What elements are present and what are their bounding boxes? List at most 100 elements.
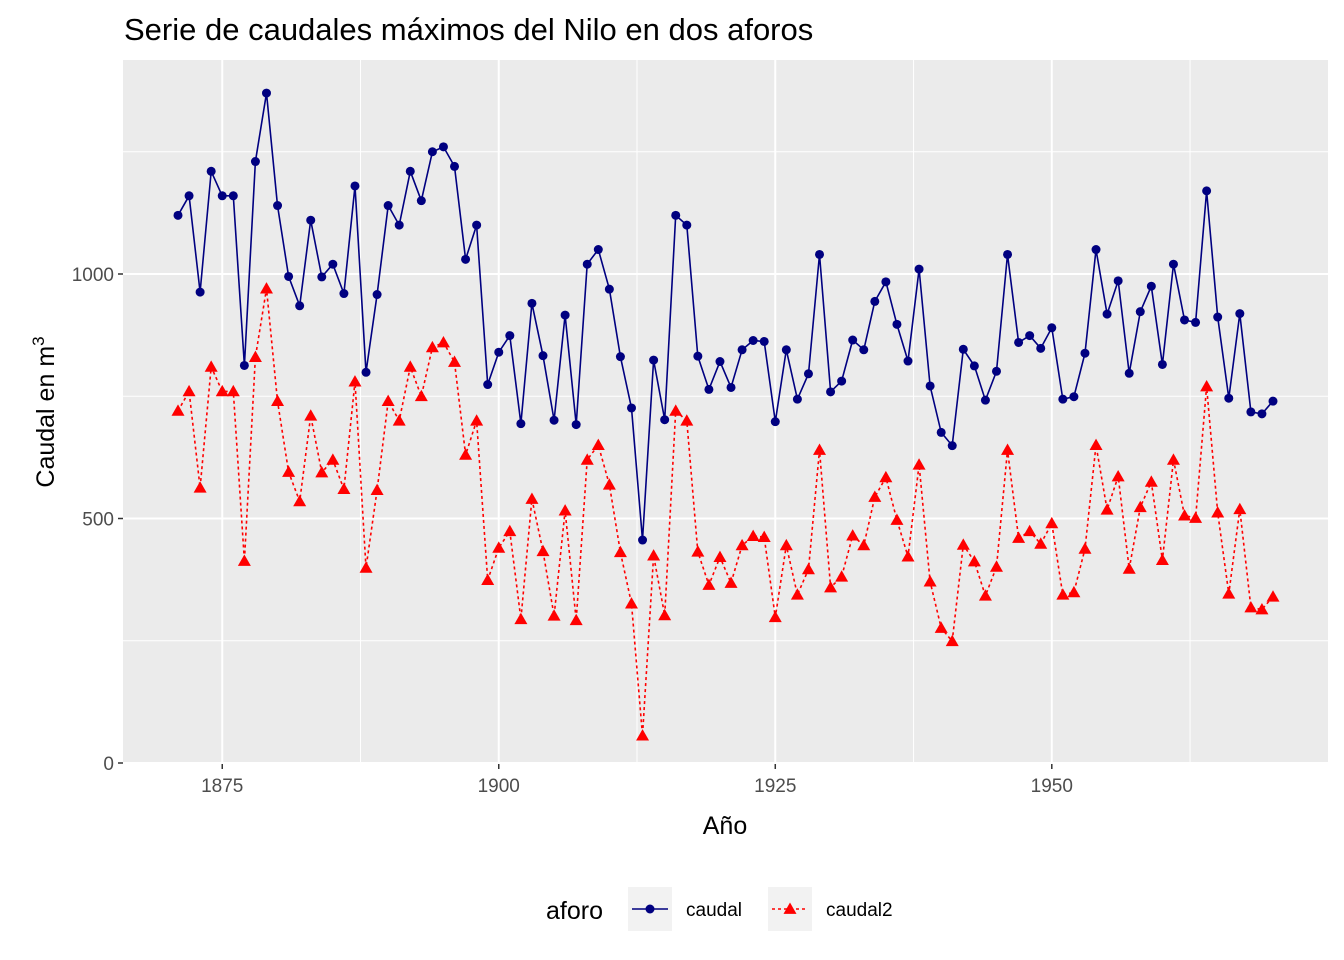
data-point-caudal2 bbox=[801, 562, 815, 575]
chart-title: Serie de caudales máximos del Nilo en do… bbox=[124, 12, 813, 47]
data-point-caudal2 bbox=[901, 550, 915, 562]
data-point-caudal2 bbox=[956, 538, 970, 550]
data-point-caudal2 bbox=[1244, 600, 1258, 613]
data-point-caudal2 bbox=[580, 453, 594, 465]
data-point-caudal2 bbox=[359, 561, 373, 573]
data-point-caudal bbox=[405, 166, 415, 176]
data-point-caudal2 bbox=[525, 492, 539, 504]
data-point-caudal2 bbox=[779, 538, 793, 551]
data-point-caudal bbox=[228, 191, 238, 201]
data-point-caudal2 bbox=[193, 481, 207, 493]
data-point-caudal bbox=[549, 415, 559, 425]
data-point-caudal bbox=[217, 191, 227, 201]
data-point-caudal2 bbox=[934, 621, 948, 633]
data-point-caudal bbox=[184, 191, 194, 201]
data-point-caudal2 bbox=[967, 555, 981, 567]
data-point-caudal bbox=[870, 296, 880, 306]
data-point-caudal bbox=[527, 298, 537, 308]
data-point-caudal bbox=[1080, 348, 1090, 358]
data-point-caudal2 bbox=[425, 340, 439, 353]
data-point-caudal bbox=[416, 196, 426, 206]
data-point-caudal2 bbox=[613, 545, 627, 558]
data-point-caudal2 bbox=[1255, 602, 1269, 615]
x-tick-label: 1875 bbox=[201, 776, 243, 797]
data-point-caudal bbox=[1124, 368, 1134, 378]
data-point-caudal bbox=[1036, 343, 1046, 353]
data-point-caudal bbox=[1257, 409, 1267, 419]
data-point-caudal2 bbox=[182, 384, 196, 397]
data-point-caudal bbox=[1025, 331, 1035, 341]
y-axis-title-main: Caudal en m bbox=[32, 346, 60, 488]
data-point-caudal2 bbox=[293, 494, 307, 507]
data-point-caudal bbox=[261, 88, 271, 98]
data-point-caudal bbox=[759, 336, 769, 346]
data-point-caudal bbox=[704, 384, 714, 394]
data-point-caudal2 bbox=[392, 414, 406, 426]
y-axis-title: Caudal en m3 bbox=[29, 336, 60, 487]
data-point-caudal2 bbox=[846, 529, 860, 541]
data-point-caudal2 bbox=[237, 554, 251, 566]
x-tick-label: 1950 bbox=[1031, 776, 1073, 797]
data-point-caudal bbox=[1157, 359, 1167, 369]
data-point-caudal bbox=[604, 284, 614, 294]
data-point-caudal2 bbox=[1144, 475, 1158, 487]
data-point-caudal bbox=[969, 361, 979, 371]
data-point-caudal2 bbox=[636, 729, 650, 741]
data-point-caudal bbox=[792, 394, 802, 404]
data-point-caudal bbox=[361, 367, 371, 377]
data-point-caudal bbox=[1135, 307, 1145, 317]
data-point-caudal2 bbox=[514, 612, 528, 625]
data-point-caudal2 bbox=[1034, 537, 1048, 549]
data-point-caudal bbox=[859, 345, 869, 355]
data-point-caudal2 bbox=[680, 414, 694, 426]
data-point-caudal bbox=[1047, 323, 1057, 333]
data-point-caudal bbox=[328, 259, 338, 269]
data-point-caudal bbox=[483, 380, 493, 390]
data-point-caudal bbox=[1268, 396, 1278, 406]
data-point-caudal bbox=[693, 351, 703, 361]
data-point-caudal2 bbox=[448, 355, 462, 367]
data-point-caudal2 bbox=[370, 483, 384, 496]
data-point-caudal bbox=[284, 271, 294, 281]
data-point-caudal2 bbox=[757, 530, 771, 542]
series-layer bbox=[171, 88, 1280, 741]
legend-items: caudal caudal2 bbox=[628, 887, 893, 931]
data-point-caudal bbox=[1180, 315, 1190, 325]
x-tick-label: 1925 bbox=[754, 776, 796, 797]
x-tick-label: 1900 bbox=[478, 776, 520, 797]
data-point-caudal2 bbox=[403, 360, 417, 372]
data-point-caudal2 bbox=[702, 578, 716, 590]
data-point-caudal2 bbox=[470, 414, 484, 426]
data-point-caudal bbox=[1235, 309, 1245, 319]
data-point-caudal2 bbox=[414, 389, 428, 402]
data-point-caudal bbox=[1224, 393, 1234, 403]
data-point-caudal bbox=[295, 301, 305, 311]
data-point-caudal2 bbox=[591, 438, 605, 451]
legend-key-marker bbox=[783, 902, 797, 914]
data-point-caudal bbox=[848, 335, 858, 345]
data-point-caudal2 bbox=[1089, 438, 1103, 451]
data-point-caudal2 bbox=[879, 470, 893, 483]
data-point-caudal2 bbox=[1266, 590, 1280, 602]
data-point-caudal bbox=[383, 201, 393, 211]
data-point-caudal bbox=[837, 376, 847, 386]
y-axis: 0 500 1000 bbox=[72, 265, 123, 775]
data-point-caudal2 bbox=[691, 545, 705, 557]
x-axis: 1875 1900 1925 1950 bbox=[201, 764, 1073, 797]
data-point-caudal2 bbox=[259, 282, 273, 294]
data-point-caudal2 bbox=[1166, 453, 1180, 465]
data-point-caudal bbox=[892, 319, 902, 329]
data-point-caudal bbox=[958, 344, 968, 354]
series-caudal bbox=[173, 88, 1278, 545]
data-point-caudal2 bbox=[1155, 553, 1169, 565]
data-point-caudal2 bbox=[713, 550, 727, 563]
data-point-caudal bbox=[1058, 394, 1068, 404]
data-point-caudal bbox=[660, 415, 670, 425]
data-point-caudal2 bbox=[735, 538, 749, 551]
data-point-caudal2 bbox=[746, 529, 760, 541]
data-point-caudal2 bbox=[558, 504, 572, 516]
data-point-caudal bbox=[1202, 186, 1212, 196]
data-point-caudal2 bbox=[536, 544, 550, 557]
data-point-caudal bbox=[593, 245, 603, 255]
data-point-caudal2 bbox=[459, 448, 473, 460]
